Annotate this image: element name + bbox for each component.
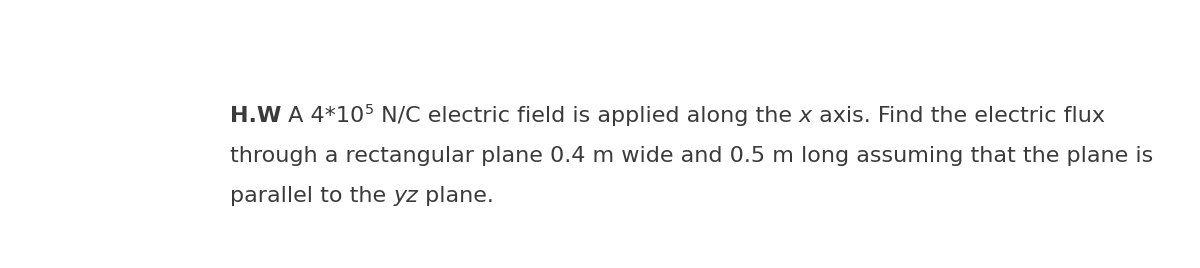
Text: axis. Find the electric flux: axis. Find the electric flux — [812, 106, 1105, 126]
Text: N/C electric field is applied along the: N/C electric field is applied along the — [373, 106, 799, 126]
Text: plane.: plane. — [418, 186, 494, 206]
Text: x: x — [799, 106, 812, 126]
Text: 5: 5 — [365, 103, 373, 117]
Text: yz: yz — [394, 186, 418, 206]
Text: through a rectangular plane 0.4 m wide and 0.5 m long assuming that the plane is: through a rectangular plane 0.4 m wide a… — [230, 146, 1153, 166]
Text: A 4*10: A 4*10 — [281, 106, 365, 126]
Text: H.W: H.W — [230, 106, 281, 126]
Text: parallel to the: parallel to the — [230, 186, 394, 206]
